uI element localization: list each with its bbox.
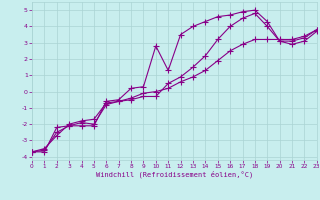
X-axis label: Windchill (Refroidissement éolien,°C): Windchill (Refroidissement éolien,°C) [96,171,253,178]
